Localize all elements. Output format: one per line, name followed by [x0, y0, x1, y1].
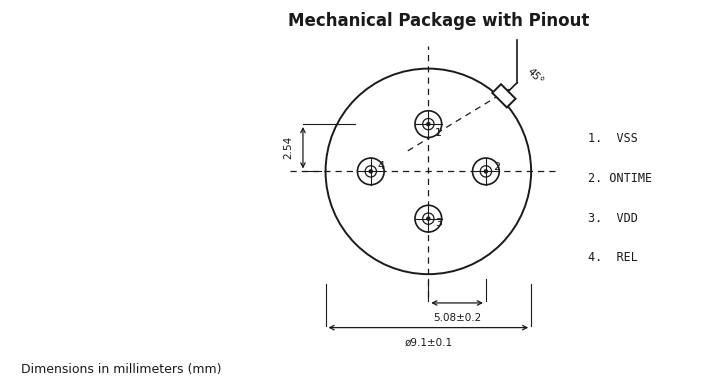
Text: 1: 1 [435, 128, 442, 138]
Polygon shape [492, 84, 515, 107]
Text: 4.  REL: 4. REL [588, 251, 637, 264]
Circle shape [358, 158, 384, 185]
Circle shape [415, 111, 442, 137]
Circle shape [369, 169, 373, 174]
Text: 5.08±0.2: 5.08±0.2 [433, 313, 481, 323]
Circle shape [423, 213, 434, 224]
Circle shape [415, 205, 442, 232]
Text: Mechanical Package with Pinout: Mechanical Package with Pinout [288, 12, 590, 29]
Text: 2. ONTIME: 2. ONTIME [588, 172, 652, 185]
Circle shape [423, 118, 434, 130]
Text: 2: 2 [493, 162, 501, 172]
Text: 1.  VSS: 1. VSS [588, 132, 637, 145]
Circle shape [426, 217, 430, 221]
Text: 45°: 45° [525, 66, 545, 87]
Text: 2.54: 2.54 [284, 136, 294, 159]
Text: 3: 3 [435, 218, 442, 228]
Text: 4: 4 [377, 161, 384, 171]
Circle shape [326, 69, 531, 274]
Text: ø9.1±0.1: ø9.1±0.1 [404, 338, 452, 348]
Circle shape [426, 122, 430, 126]
Circle shape [480, 166, 491, 177]
Text: 3.  VDD: 3. VDD [588, 211, 637, 225]
Circle shape [472, 158, 499, 185]
Circle shape [484, 169, 488, 174]
Circle shape [365, 166, 377, 177]
Text: Dimensions in millimeters (mm): Dimensions in millimeters (mm) [21, 363, 222, 376]
